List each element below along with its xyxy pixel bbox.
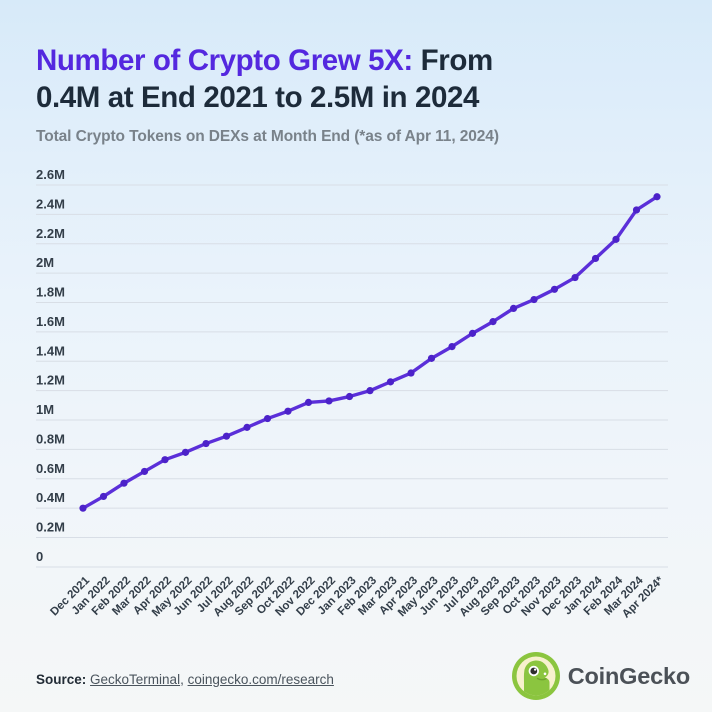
brand-logo: CoinGecko xyxy=(511,652,690,700)
y-tick-label: 0.8M xyxy=(36,431,65,446)
title-line2: 0.4M at End 2021 to 2.5M in 2024 xyxy=(36,81,479,115)
y-tick-label: 1.4M xyxy=(36,343,65,358)
data-point xyxy=(468,329,477,337)
page-title: Number of Crypto Grew 5X: From 0.4M at En… xyxy=(36,42,692,117)
source-label: Source: xyxy=(36,672,87,687)
data-point xyxy=(591,254,600,263)
source-separator: , xyxy=(180,672,188,687)
data-point xyxy=(325,397,333,405)
data-point xyxy=(161,456,169,464)
data-point xyxy=(653,193,661,201)
source-link-coingecko-research[interactable]: coingecko.com/research xyxy=(187,672,334,687)
y-tick-label: 0.6M xyxy=(36,461,65,476)
y-tick-label: 0 xyxy=(36,549,43,564)
data-point xyxy=(612,235,620,243)
y-tick-label: 2M xyxy=(36,255,54,270)
data-point xyxy=(489,318,497,326)
data-point xyxy=(509,304,518,312)
data-point xyxy=(263,414,272,423)
data-point xyxy=(427,354,436,362)
data-point xyxy=(79,504,87,512)
footer: Source: GeckoTerminal, coingecko.com/res… xyxy=(0,650,712,712)
data-point xyxy=(181,448,190,456)
title-rest: From xyxy=(420,44,494,77)
y-tick-label: 1.8M xyxy=(36,285,65,300)
data-point xyxy=(571,273,579,282)
chart-subtitle: Total Crypto Tokens on DEXs at Month End… xyxy=(36,127,499,145)
y-tick-label: 1.2M xyxy=(36,373,65,388)
source-link-geckoterminal[interactable]: GeckoTerminal xyxy=(90,672,181,687)
data-point xyxy=(243,423,251,431)
y-tick-label: 2.4M xyxy=(36,196,65,211)
y-tick-label: 1M xyxy=(36,402,54,417)
chart-header: Number of Crypto Grew 5X: From 0.4M at En… xyxy=(36,42,692,146)
data-point xyxy=(530,295,538,304)
data-point xyxy=(99,492,108,501)
coingecko-gecko-icon xyxy=(511,652,560,700)
data-point xyxy=(632,206,641,214)
data-point xyxy=(366,387,374,395)
data-point xyxy=(550,285,559,293)
data-point xyxy=(304,398,313,407)
data-point xyxy=(448,342,456,351)
data-point xyxy=(407,369,415,377)
data-point xyxy=(202,439,210,448)
source-line: Source: GeckoTerminal, coingecko.com/res… xyxy=(36,672,334,687)
y-tick-label: 1.6M xyxy=(36,314,65,329)
title-highlight: Number of Crypto Grew 5X: xyxy=(36,44,413,77)
data-point xyxy=(222,432,231,440)
y-tick-label: 2.6M xyxy=(36,167,65,182)
y-tick-label: 0.4M xyxy=(36,490,65,505)
brand-name: CoinGecko xyxy=(567,662,690,689)
data-point xyxy=(386,378,395,386)
y-tick-label: 2.2M xyxy=(36,226,65,241)
data-point xyxy=(345,392,354,401)
y-tick-label: 0.2M xyxy=(36,520,65,535)
data-point xyxy=(120,479,128,487)
line-chart: 0 0.2M 0.4M 0.6M 0.8M 1M 1.2M 1.4M 1.6M 1.8M 2M 2.2… xyxy=(36,167,668,621)
data-point xyxy=(140,467,149,476)
data-point xyxy=(284,407,292,415)
